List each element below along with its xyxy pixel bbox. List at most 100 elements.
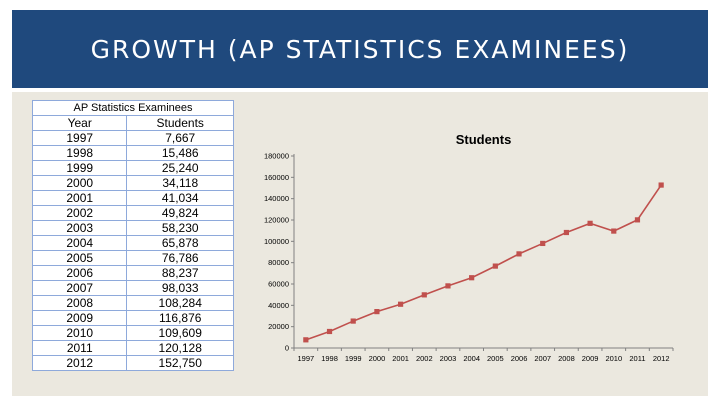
table-cell-students: 120,128: [126, 340, 234, 356]
table-row: 2002 49,824: [31, 205, 234, 221]
x-tick-label: 2001: [392, 354, 409, 363]
column-header-students: Students: [126, 115, 234, 131]
data-table: AP Statistics Examinees Year Students 19…: [31, 100, 234, 371]
y-tick-label: 120000: [264, 216, 289, 225]
x-tick-label: 2011: [629, 354, 645, 363]
series-line: [305, 184, 662, 341]
table-cell-students: 109,609: [126, 325, 234, 341]
table-row: 1999 25,240: [31, 160, 234, 176]
x-tick-label: 2007: [534, 354, 551, 363]
x-tick-label: 2000: [369, 354, 386, 363]
table-cell-year: 2008: [31, 295, 128, 311]
y-tick-label: 140000: [264, 194, 289, 203]
table-cell-year: 2007: [31, 280, 128, 296]
table-cell-students: 34,118: [126, 175, 234, 191]
data-point: [658, 182, 664, 188]
table-row: 2004 65,878: [31, 235, 234, 251]
data-point: [421, 292, 427, 298]
x-tick-label: 2004: [463, 354, 480, 363]
table-cell-year: 1999: [31, 160, 128, 176]
table-cell-students: 152,750: [126, 355, 234, 371]
table-cell-year: 2005: [31, 250, 128, 266]
table-cell-year: 2006: [31, 265, 128, 281]
data-point: [350, 318, 356, 324]
x-tick-label: 2003: [440, 354, 457, 363]
data-point: [326, 328, 333, 335]
table-cell-year: 2004: [31, 235, 128, 251]
y-tick-label: 40000: [268, 301, 289, 310]
table-caption: AP Statistics Examinees: [32, 100, 234, 116]
table-cell-year: 2002: [31, 205, 128, 221]
table-cell-students: 49,824: [126, 205, 234, 221]
table-cell-students: 25,240: [126, 160, 234, 176]
table-cell-year: 1997: [31, 130, 128, 146]
data-point: [611, 228, 617, 234]
chart: Students 0 20000 40000 60000 80000 100000 12000…: [250, 120, 690, 375]
table-row: 2010 109,609: [31, 325, 234, 341]
y-tick-label: 0: [285, 344, 289, 353]
x-tick-label: 2009: [582, 354, 599, 363]
table-cell-students: 41,034: [126, 190, 234, 206]
data-point: [469, 275, 475, 281]
table-row: 2012 152,750: [31, 355, 234, 371]
table-cell-students: 58,230: [126, 220, 234, 236]
table-row: 2005 76,786: [31, 250, 234, 266]
table-row: 1998 15,486: [31, 145, 234, 161]
x-tick-label: 2008: [558, 354, 575, 363]
table-row: 2009 116,876: [31, 310, 234, 326]
y-tick-label: 160000: [264, 173, 289, 182]
data-point: [303, 337, 309, 343]
table-cell-students: 76,786: [126, 250, 234, 266]
table-cell-year: 2009: [31, 310, 128, 326]
y-tick-label: 100000: [264, 237, 289, 246]
table-cell-year: 2010: [31, 325, 128, 341]
table-cell-students: 7,667: [126, 130, 234, 146]
table-row: 1997 7,667: [31, 130, 234, 146]
table-cell-year: 2012: [31, 355, 128, 371]
table-cell-students: 116,876: [126, 310, 234, 326]
data-point: [563, 229, 570, 236]
slide-title: GROWTH (AP STATISTICS EXAMINEES): [90, 34, 630, 64]
table-cell-year: 2001: [31, 190, 128, 206]
x-tick-label: 1999: [345, 354, 362, 363]
y-tick-label: 60000: [268, 280, 289, 289]
table-row: 2000 34,118: [31, 175, 234, 191]
table-row: 2003 58,230: [31, 220, 234, 236]
x-tick-label: 1997: [298, 354, 315, 363]
data-point: [492, 263, 498, 269]
x-tick-label: 1998: [321, 354, 338, 363]
table-cell-year: 2000: [31, 175, 128, 191]
line-chart: Students 0 20000 40000 60000 80000 100000 12000…: [264, 132, 674, 363]
table-row: 2001 41,034: [31, 190, 234, 206]
table-cell-students: 15,486: [126, 145, 234, 161]
data-point: [634, 217, 641, 223]
x-tick-label: 2012: [653, 354, 670, 363]
x-tick-label: 2006: [511, 354, 528, 363]
x-tick-label: 2002: [416, 354, 433, 363]
table-row: 2008 108,284: [31, 295, 234, 311]
y-tick-label: 180000: [264, 152, 289, 161]
x-tick-label: 2005: [487, 354, 504, 363]
data-point: [540, 240, 546, 247]
table-row: 2011 120,128: [31, 340, 234, 356]
y-tick-label: 80000: [268, 258, 289, 267]
table-row: 2006 88,237: [31, 265, 234, 281]
table-cell-students: 108,284: [126, 295, 234, 311]
y-tick-label: 20000: [268, 322, 289, 331]
slide-header: GROWTH (AP STATISTICS EXAMINEES): [12, 10, 708, 88]
table-cell-year: 1998: [31, 145, 128, 161]
table-cell-students: 65,878: [126, 235, 234, 251]
data-point: [516, 251, 522, 257]
x-tick-label: 2010: [605, 354, 622, 363]
table-cell-students: 88,237: [126, 265, 234, 281]
table-cell-students: 98,033: [126, 280, 234, 296]
data-point: [397, 301, 404, 307]
data-point: [445, 283, 451, 289]
data-point: [587, 220, 593, 226]
chart-title: Students: [456, 132, 512, 147]
table-row: 2007 98,033: [31, 280, 234, 296]
table-cell-year: 2011: [31, 340, 128, 356]
data-point: [374, 309, 380, 315]
column-header-year: Year: [31, 115, 128, 131]
table-cell-year: 2003: [31, 220, 128, 236]
